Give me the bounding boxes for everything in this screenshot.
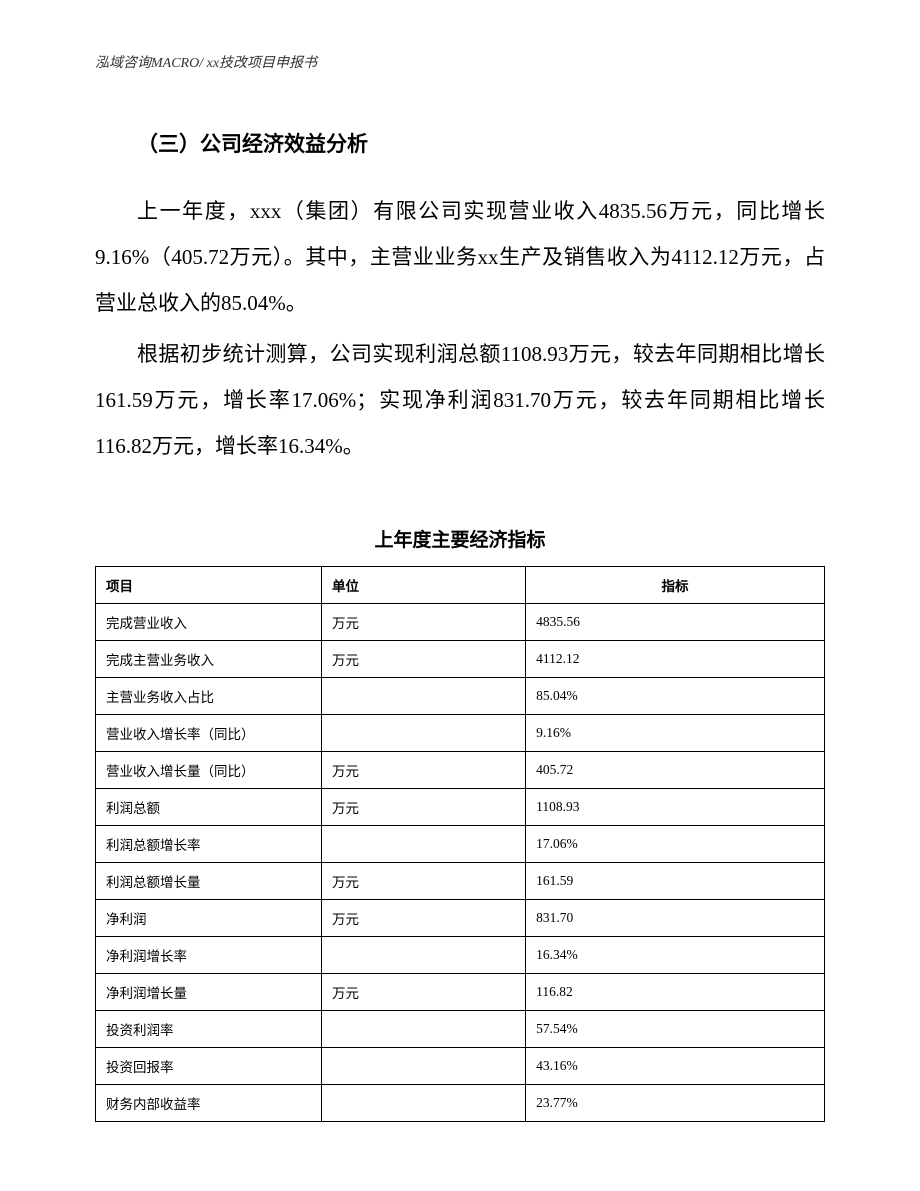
table-header-unit: 单位 [321,567,525,604]
cell-unit: 万元 [321,974,525,1011]
section-heading: （三）公司经济效益分析 [137,128,825,158]
cell-value: 85.04% [526,678,825,715]
cell-value: 16.34% [526,937,825,974]
table-row: 净利润增长率 16.34% [96,937,825,974]
cell-value: 17.06% [526,826,825,863]
table-row: 投资利润率 57.54% [96,1011,825,1048]
cell-item: 主营业务收入占比 [96,678,322,715]
table-row: 财务内部收益率 23.77% [96,1085,825,1122]
table-header-item: 项目 [96,567,322,604]
table-row: 净利润增长量 万元 116.82 [96,974,825,1011]
cell-item: 利润总额 [96,789,322,826]
cell-unit [321,1011,525,1048]
table-row: 利润总额增长率 17.06% [96,826,825,863]
cell-item: 营业收入增长量（同比） [96,752,322,789]
table-row: 投资回报率 43.16% [96,1048,825,1085]
cell-unit: 万元 [321,789,525,826]
cell-unit: 万元 [321,641,525,678]
cell-item: 利润总额增长量 [96,863,322,900]
table-title: 上年度主要经济指标 [95,525,825,552]
economic-indicators-table: 项目 单位 指标 完成营业收入 万元 4835.56 完成主营业务收入 万元 4… [95,566,825,1122]
table-body: 完成营业收入 万元 4835.56 完成主营业务收入 万元 4112.12 主营… [96,604,825,1122]
cell-item: 净利润增长量 [96,974,322,1011]
cell-value: 4835.56 [526,604,825,641]
cell-item: 财务内部收益率 [96,1085,322,1122]
table-row: 利润总额 万元 1108.93 [96,789,825,826]
cell-unit [321,678,525,715]
table-row: 净利润 万元 831.70 [96,900,825,937]
cell-unit [321,937,525,974]
cell-item: 净利润 [96,900,322,937]
cell-item: 营业收入增长率（同比） [96,715,322,752]
cell-item: 完成营业收入 [96,604,322,641]
table-header-row: 项目 单位 指标 [96,567,825,604]
cell-item: 投资回报率 [96,1048,322,1085]
cell-unit: 万元 [321,604,525,641]
cell-value: 161.59 [526,863,825,900]
cell-value: 1108.93 [526,789,825,826]
cell-unit [321,715,525,752]
cell-value: 23.77% [526,1085,825,1122]
cell-unit: 万元 [321,752,525,789]
paragraph-2: 根据初步统计测算，公司实现利润总额1108.93万元，较去年同期相比增长161.… [95,331,825,470]
cell-unit [321,1048,525,1085]
paragraph-1: 上一年度，xxx（集团）有限公司实现营业收入4835.56万元，同比增长9.16… [95,188,825,327]
table-row: 完成营业收入 万元 4835.56 [96,604,825,641]
table-row: 营业收入增长率（同比） 9.16% [96,715,825,752]
cell-unit [321,1085,525,1122]
table-header-value: 指标 [526,567,825,604]
document-page: 泓域咨询MACRO/ xx技改项目申报书 （三）公司经济效益分析 上一年度，xx… [0,0,920,1172]
cell-item: 净利润增长率 [96,937,322,974]
table-row: 主营业务收入占比 85.04% [96,678,825,715]
table-row: 完成主营业务收入 万元 4112.12 [96,641,825,678]
table-row: 利润总额增长量 万元 161.59 [96,863,825,900]
cell-item: 完成主营业务收入 [96,641,322,678]
cell-value: 405.72 [526,752,825,789]
cell-unit: 万元 [321,900,525,937]
cell-unit [321,826,525,863]
cell-value: 116.82 [526,974,825,1011]
cell-value: 831.70 [526,900,825,937]
cell-item: 投资利润率 [96,1011,322,1048]
cell-value: 57.54% [526,1011,825,1048]
cell-item: 利润总额增长率 [96,826,322,863]
cell-value: 4112.12 [526,641,825,678]
table-row: 营业收入增长量（同比） 万元 405.72 [96,752,825,789]
page-header: 泓域咨询MACRO/ xx技改项目申报书 [95,52,825,72]
cell-unit: 万元 [321,863,525,900]
cell-value: 9.16% [526,715,825,752]
cell-value: 43.16% [526,1048,825,1085]
